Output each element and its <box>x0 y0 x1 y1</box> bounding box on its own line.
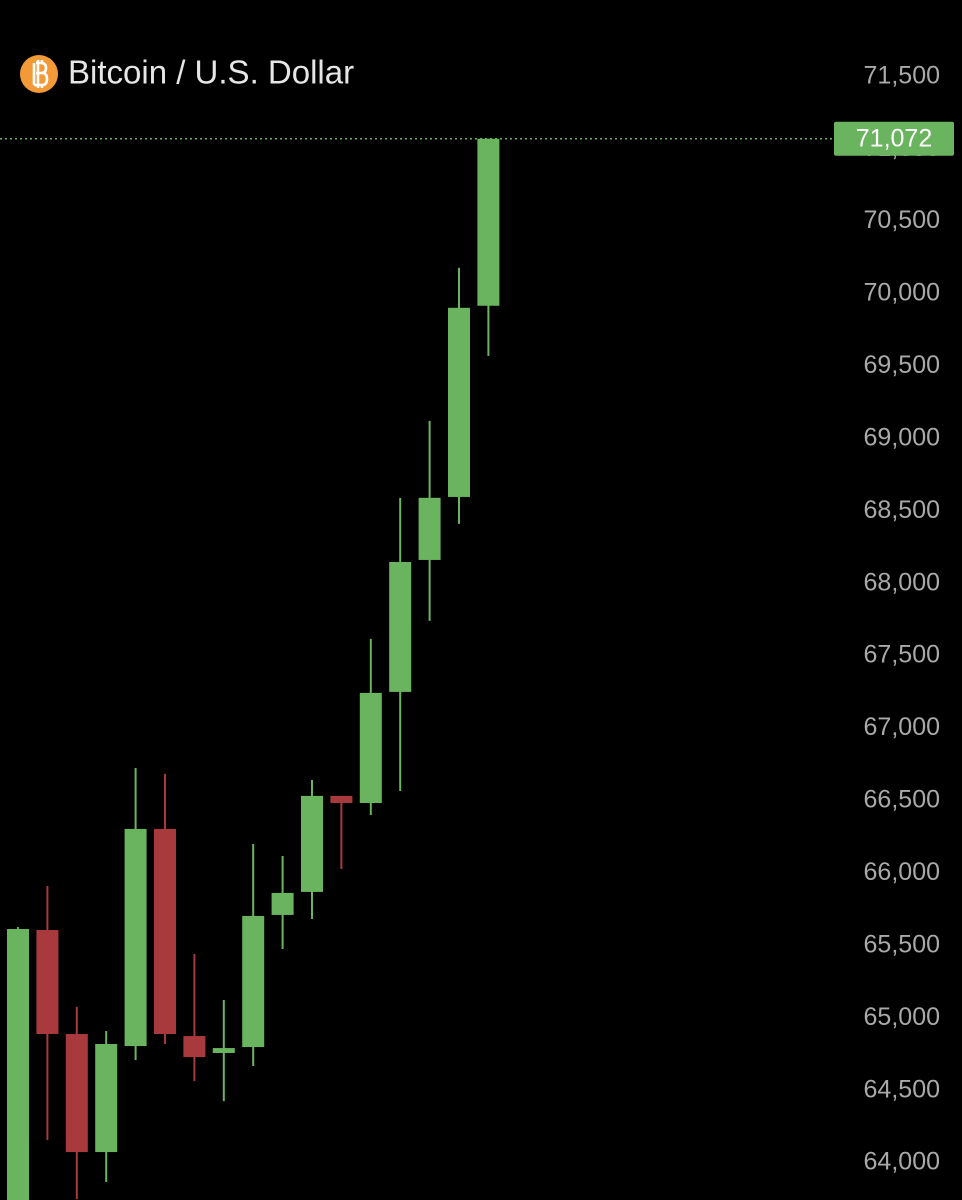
y-tick-label: 68,000 <box>864 568 940 596</box>
y-tick-label: 71,500 <box>864 61 940 89</box>
candle-body <box>330 795 353 803</box>
candle-body <box>124 828 147 1047</box>
candle-body <box>389 561 412 692</box>
chart-title: Bitcoin / U.S. Dollar <box>68 54 354 91</box>
candle-body <box>477 138 500 306</box>
candle-body <box>212 1048 235 1053</box>
candle-body <box>271 892 294 915</box>
y-tick-label: 70,000 <box>864 279 940 307</box>
y-tick-label: 65,500 <box>864 930 940 958</box>
plot-area <box>7 138 500 1200</box>
candle-body <box>154 828 176 1035</box>
candle-body <box>65 1034 88 1153</box>
y-tick-label: 64,000 <box>864 1148 940 1176</box>
symbol-icon <box>20 55 58 93</box>
y-tick-label: 64,500 <box>864 1075 940 1103</box>
y-tick-label: 67,500 <box>864 641 940 669</box>
candle-body <box>7 929 29 1200</box>
last-price-box <box>834 121 954 156</box>
candle-body <box>301 795 323 892</box>
y-tick-label: 68,500 <box>864 496 940 524</box>
y-tick-label: 66,000 <box>864 858 940 886</box>
candle-body <box>183 1036 206 1058</box>
candle-body <box>418 497 441 560</box>
y-tick-label: 67,000 <box>864 713 940 741</box>
candle-body <box>95 1044 118 1153</box>
candle-body <box>36 930 59 1035</box>
last-price-label: 71,072 <box>856 124 932 152</box>
candle-body <box>359 692 382 803</box>
y-tick-label: 69,500 <box>864 351 940 379</box>
y-tick-label: 69,000 <box>864 423 940 451</box>
candle-body <box>242 915 265 1048</box>
y-tick-label: 65,000 <box>864 1003 940 1031</box>
candle-body <box>448 307 470 497</box>
y-tick-label: 70,500 <box>864 206 940 234</box>
y-tick-label: 66,500 <box>864 786 940 814</box>
